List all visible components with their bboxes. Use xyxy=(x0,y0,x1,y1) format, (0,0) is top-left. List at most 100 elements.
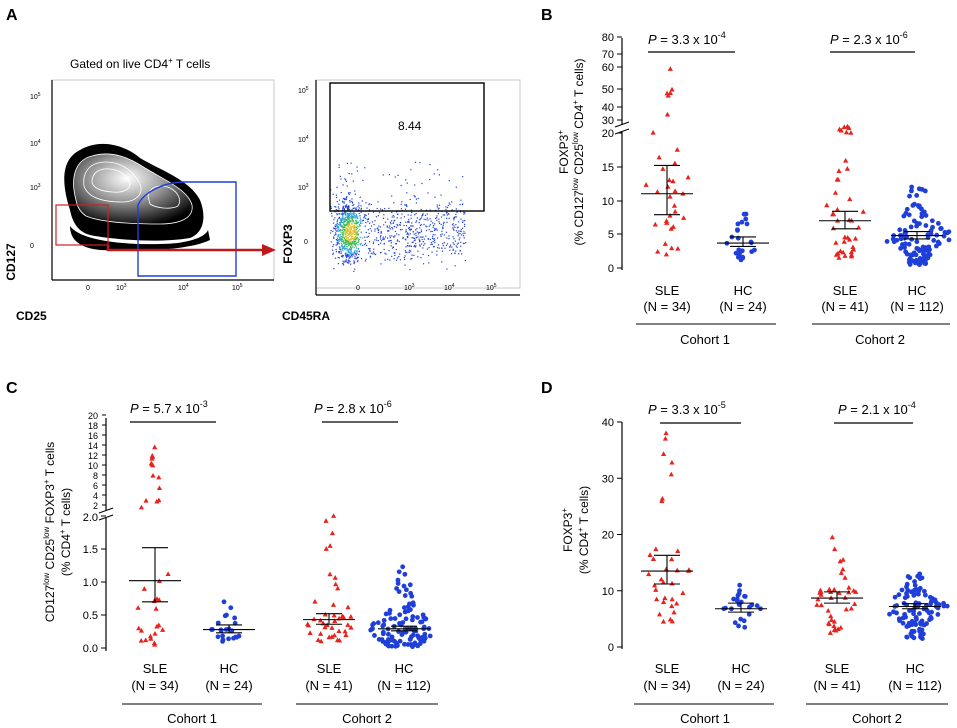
flow-event xyxy=(402,237,404,240)
flow-event xyxy=(419,245,421,247)
flow-event xyxy=(354,249,356,252)
data-point xyxy=(914,239,920,245)
flow-event xyxy=(355,238,357,240)
data-point xyxy=(663,566,669,572)
flow-event xyxy=(406,251,408,254)
flow-event xyxy=(353,237,356,239)
data-point xyxy=(407,637,413,642)
flow-event xyxy=(342,228,344,230)
flow-event xyxy=(337,242,339,244)
flow-event xyxy=(456,227,459,229)
flow-event xyxy=(363,214,366,216)
svg-text:10: 10 xyxy=(602,196,614,208)
flow-event xyxy=(359,220,361,222)
data-point xyxy=(827,630,833,635)
flow-event xyxy=(361,237,364,239)
data-point xyxy=(928,601,933,607)
flow-event xyxy=(340,220,342,222)
flow-event xyxy=(414,161,417,163)
flow-event xyxy=(418,239,421,242)
flow-event xyxy=(343,229,345,231)
flow-event xyxy=(341,229,343,232)
flow-event xyxy=(390,239,392,242)
flow-event xyxy=(345,255,347,257)
data-point xyxy=(907,262,913,267)
flow-event xyxy=(434,223,436,225)
flow-event xyxy=(346,232,348,234)
flow-event xyxy=(427,237,429,240)
data-point xyxy=(903,614,908,620)
flow-event xyxy=(378,229,380,231)
flow-event xyxy=(448,180,450,182)
flow-event xyxy=(454,265,456,267)
data-point xyxy=(160,627,166,632)
flow-event xyxy=(407,214,409,216)
data-point xyxy=(386,643,391,649)
data-point xyxy=(740,255,746,261)
data-point xyxy=(667,616,673,622)
flow-event xyxy=(374,220,376,222)
flow-event xyxy=(355,223,357,225)
data-point xyxy=(904,234,910,239)
flow-event xyxy=(340,228,342,231)
flow-event xyxy=(377,215,380,217)
flow-event xyxy=(345,258,347,261)
data-point xyxy=(913,252,919,258)
flow-event xyxy=(462,235,465,237)
flow-event xyxy=(350,217,352,220)
flow-event xyxy=(341,213,343,216)
flow-event xyxy=(407,232,409,234)
flow-event xyxy=(345,240,347,242)
flow-event xyxy=(404,250,407,252)
flow-event xyxy=(332,245,334,248)
flow-event xyxy=(355,243,357,245)
flow-event xyxy=(350,244,353,246)
flow-event xyxy=(442,226,444,228)
data-point xyxy=(832,546,838,552)
flow-event xyxy=(415,229,417,231)
flow-event xyxy=(448,202,450,204)
flow-event xyxy=(357,239,359,241)
flow-event xyxy=(422,213,424,215)
flow-event xyxy=(339,224,341,226)
flow-event xyxy=(346,219,348,222)
data-point xyxy=(840,566,846,572)
flow-event xyxy=(344,244,346,246)
flow-event xyxy=(412,231,415,233)
data-point xyxy=(330,602,337,607)
svg-text:0: 0 xyxy=(608,263,614,275)
data-point xyxy=(386,631,391,637)
flow-event xyxy=(356,222,359,225)
flow-event xyxy=(345,180,347,182)
flow-event xyxy=(349,263,352,265)
flow-event xyxy=(421,238,423,241)
flow-event xyxy=(340,219,342,221)
flow-event xyxy=(433,245,435,248)
flow-event xyxy=(416,236,418,239)
data-point xyxy=(844,166,850,171)
svg-text:15: 15 xyxy=(602,162,614,174)
svg-text:SLE: SLE xyxy=(143,661,168,676)
flow-event xyxy=(431,230,433,233)
flow-event xyxy=(411,257,413,260)
data-point xyxy=(400,564,406,570)
flow-event xyxy=(350,233,352,235)
svg-text:SLE: SLE xyxy=(655,661,680,676)
flow-event xyxy=(349,201,351,203)
flow-event xyxy=(360,258,363,260)
flow-event xyxy=(403,256,405,259)
flow-event xyxy=(372,243,374,245)
flow-event xyxy=(354,217,356,219)
flow-event xyxy=(454,216,456,218)
data-point xyxy=(664,111,671,117)
flow-event xyxy=(447,213,449,215)
flow-event xyxy=(407,233,409,235)
flow-event xyxy=(396,217,398,219)
flow-event xyxy=(377,232,379,234)
flow-event xyxy=(340,243,343,245)
panel-d-cohort1-label: Cohort 1 xyxy=(680,711,730,726)
data-point xyxy=(835,626,841,632)
svg-text:HC: HC xyxy=(220,661,239,676)
flow-event xyxy=(421,236,423,238)
